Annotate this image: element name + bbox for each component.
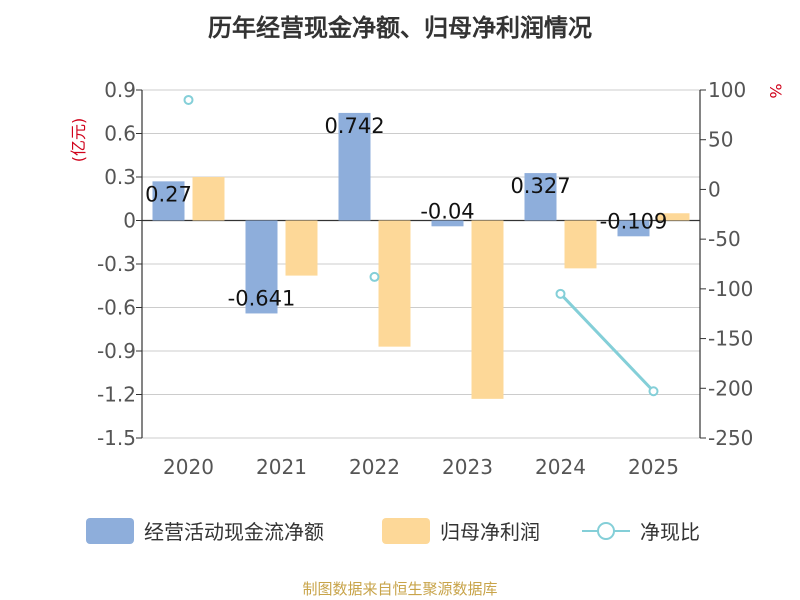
left-axis-tick-label: -0.3 bbox=[97, 252, 136, 276]
cash-flow-bar bbox=[245, 220, 278, 314]
net-profit-bar bbox=[564, 220, 597, 269]
right-axis-tick-label: 100 bbox=[708, 78, 746, 102]
left-axis-tick-label: -0.9 bbox=[97, 339, 136, 363]
cash-ratio-point bbox=[369, 271, 380, 282]
legend-item-cash-flow[interactable]: 经营活动现金流净额 bbox=[86, 516, 324, 545]
legend-swatch-cash-ratio bbox=[582, 518, 630, 544]
net-profit-bar bbox=[657, 213, 690, 221]
data-source: 制图数据来自恒生聚源数据库 bbox=[302, 580, 498, 598]
right-axis-tick-label: -50 bbox=[708, 227, 741, 251]
net-profit-bar bbox=[378, 220, 411, 347]
cash-flow-data-label: 0.27 bbox=[145, 182, 192, 206]
cash-flow-data-label: 0.327 bbox=[510, 174, 570, 198]
x-axis-tick-label: 2022 bbox=[349, 455, 400, 479]
x-axis-tick-label: 2024 bbox=[535, 455, 586, 479]
x-axis-tick-label: 2021 bbox=[256, 455, 307, 479]
left-axis-tick-label: 0.3 bbox=[104, 165, 136, 189]
right-axis-tick-label: 0 bbox=[708, 177, 721, 201]
left-axis-tick-label: -1.5 bbox=[97, 426, 136, 450]
legend: 经营活动现金流净额 归母净利润 净现比 bbox=[0, 516, 800, 556]
net-profit-bar bbox=[285, 220, 318, 276]
right-axis-unit-label: % bbox=[766, 83, 785, 98]
legend-label-net-profit: 归母净利润 bbox=[440, 520, 540, 544]
cash-ratio-point bbox=[555, 288, 566, 299]
chart-title: 历年经营现金净额、归母净利润情况 bbox=[208, 14, 592, 42]
right-axis-tick-label: -100 bbox=[708, 277, 753, 301]
cash-flow-bar bbox=[617, 220, 650, 237]
legend-swatch-net-profit bbox=[382, 517, 430, 544]
x-axis-tick-label: 2023 bbox=[442, 455, 493, 479]
cash-ratio-point bbox=[183, 94, 194, 105]
net-profit-bar bbox=[192, 177, 225, 221]
cash-ratio-line-segment bbox=[559, 292, 655, 393]
x-axis-tick-label: 2025 bbox=[628, 455, 679, 479]
cash-flow-data-label: -0.641 bbox=[228, 286, 296, 310]
left-axis-tick-label: -0.6 bbox=[97, 296, 136, 320]
legend-item-cash-ratio[interactable]: 净现比 bbox=[582, 516, 700, 545]
left-axis-tick-label: -1.2 bbox=[97, 383, 136, 407]
right-axis-tick-label: -250 bbox=[708, 426, 753, 450]
left-axis-tick-label: 0.9 bbox=[104, 78, 136, 102]
cash-flow-bar bbox=[152, 181, 185, 221]
left-axis-tick-label: 0.6 bbox=[104, 122, 136, 146]
left-axis-tick-label: 0 bbox=[123, 209, 136, 233]
cash-flow-data-label: 0.742 bbox=[324, 114, 384, 138]
cash-ratio-point bbox=[648, 386, 659, 397]
right-axis-tick-label: -200 bbox=[708, 376, 753, 400]
net-profit-bar bbox=[471, 220, 504, 399]
cash-flow-data-label: -0.04 bbox=[420, 199, 474, 223]
cash-flow-bar bbox=[431, 220, 464, 227]
legend-item-net-profit[interactable]: 归母净利润 bbox=[382, 516, 540, 545]
legend-label-cash-flow: 经营活动现金流净额 bbox=[144, 520, 324, 544]
legend-swatch-cash-flow bbox=[86, 517, 134, 544]
right-axis-tick-label: 50 bbox=[708, 128, 733, 152]
chart-canvas: 0.9 0.6 0.3 0 -0.3 -0.6 -0.9 -1.2 -1.5 100 50 0 -50 -… bbox=[69, 78, 785, 479]
cash-flow-bar bbox=[338, 112, 371, 221]
right-axis-tick-label: -150 bbox=[708, 327, 753, 351]
legend-label-cash-ratio: 净现比 bbox=[640, 520, 700, 544]
cash-flow-data-label: -0.109 bbox=[600, 209, 668, 233]
x-axis-tick-label: 2020 bbox=[163, 455, 214, 479]
left-axis-unit-label: (亿元) bbox=[69, 118, 88, 163]
cash-flow-bar bbox=[524, 173, 557, 221]
